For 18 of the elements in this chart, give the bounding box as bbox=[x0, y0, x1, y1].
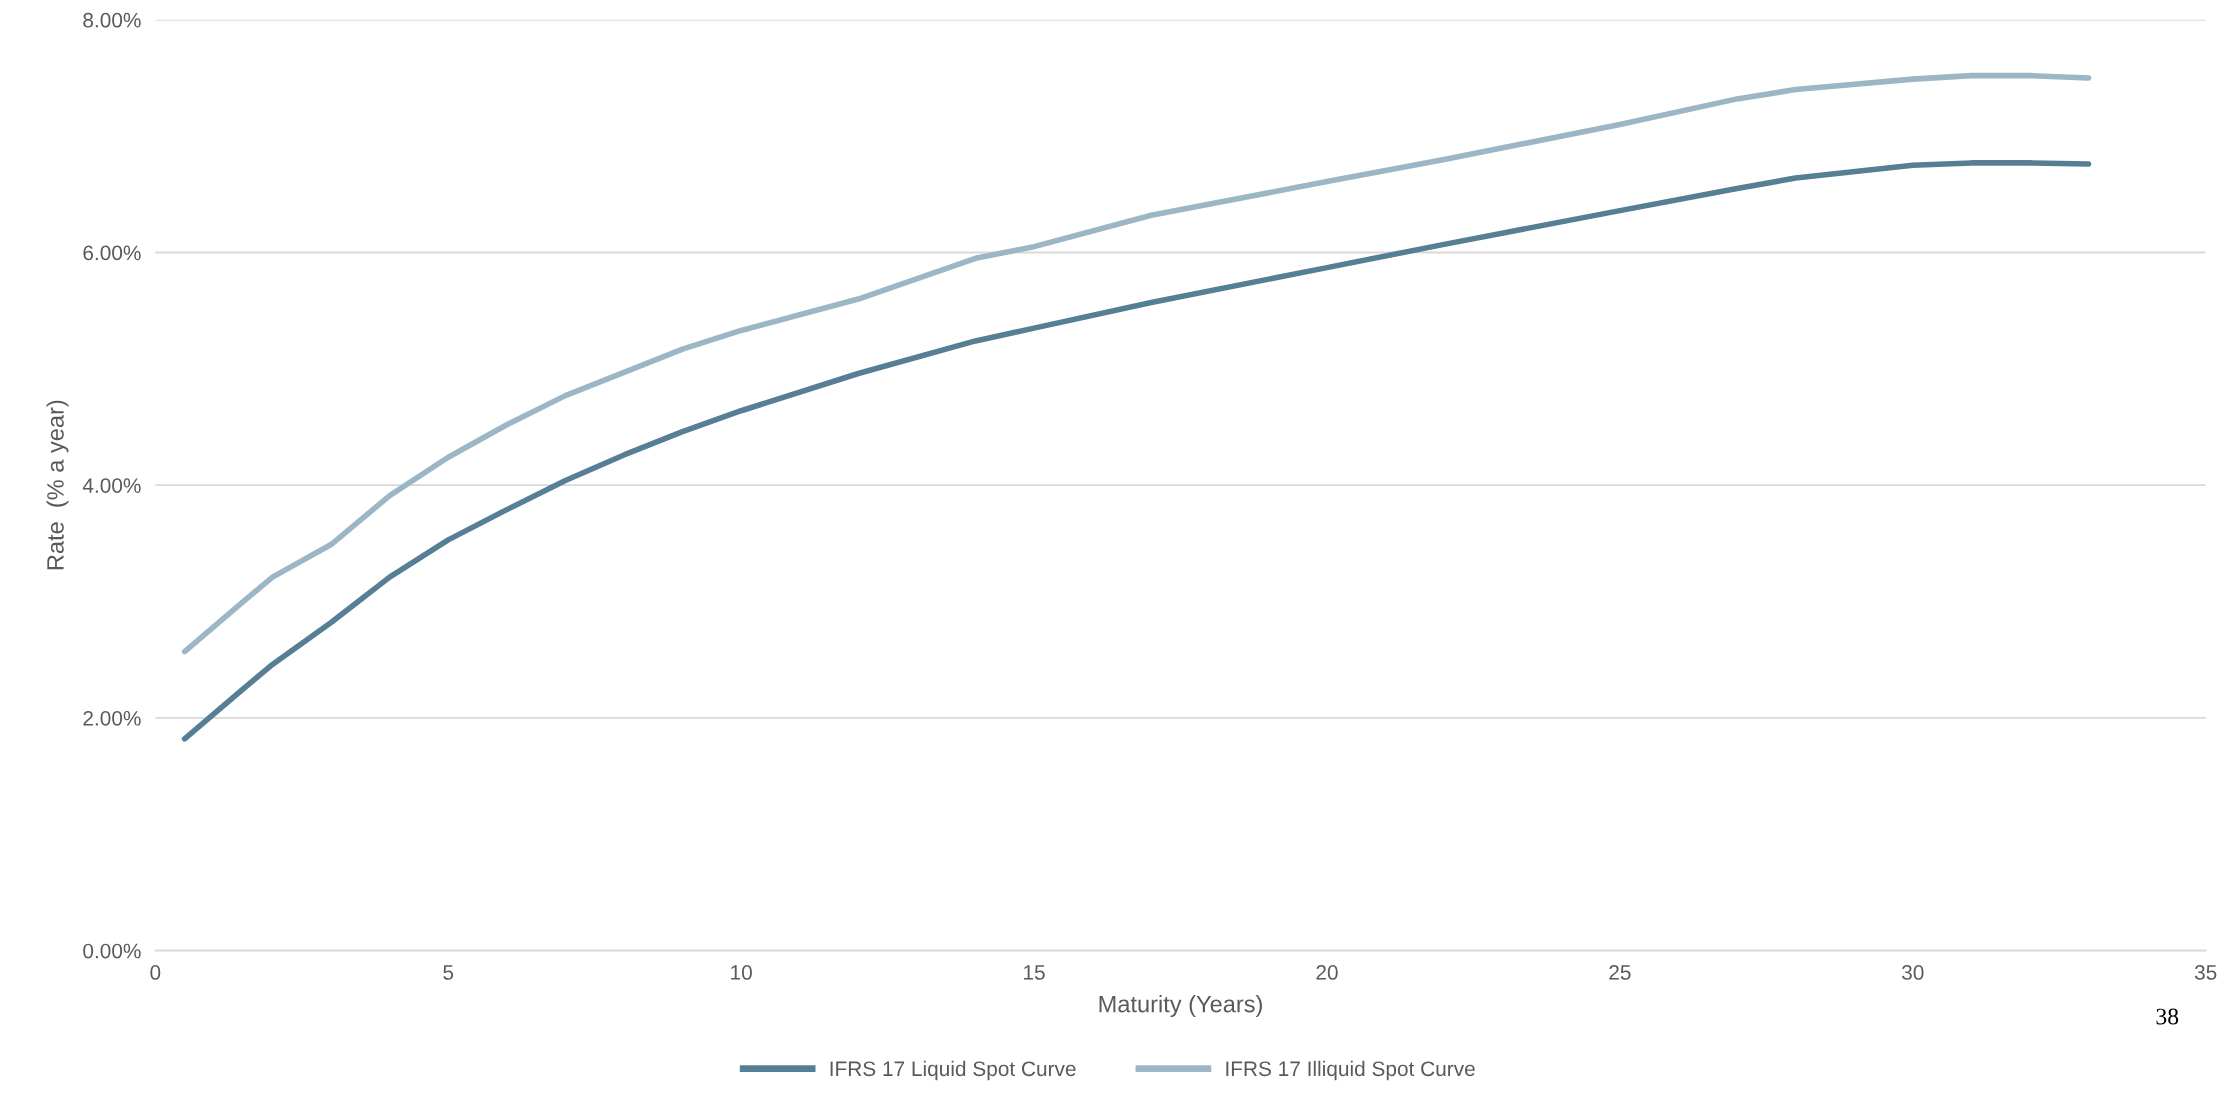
legend-label: IFRS 17 Illiquid Spot Curve bbox=[1226, 1060, 1475, 1081]
x-tick-label: 35 bbox=[2194, 965, 2217, 980]
y-tick-label: 4.00% bbox=[82, 478, 141, 493]
y-tick-label: 8.00% bbox=[83, 12, 141, 28]
x-tick-label: 5 bbox=[443, 965, 454, 980]
text: 38 bbox=[2156, 1008, 2179, 1025]
y-tick-label: 0.00% bbox=[83, 943, 141, 959]
x-tick-label: 15 bbox=[1024, 965, 1045, 980]
x-tick-label: 10 bbox=[731, 965, 752, 980]
x-tick-label: 25 bbox=[1609, 965, 1631, 980]
y-axis-title: Rate (% a year) bbox=[46, 400, 69, 570]
x-tick-label: 20 bbox=[1316, 965, 1338, 980]
y-tick-label: 2.00% bbox=[83, 710, 141, 726]
x-tick-label: 30 bbox=[1901, 965, 1924, 980]
legend-label: IFRS 17 Liquid Spot Curve bbox=[830, 1060, 1076, 1081]
x-axis-title: Maturity (Years) bbox=[1099, 995, 1262, 1018]
x-tick-label: 0 bbox=[150, 965, 161, 980]
y-tick-label: 6.00% bbox=[83, 245, 141, 261]
